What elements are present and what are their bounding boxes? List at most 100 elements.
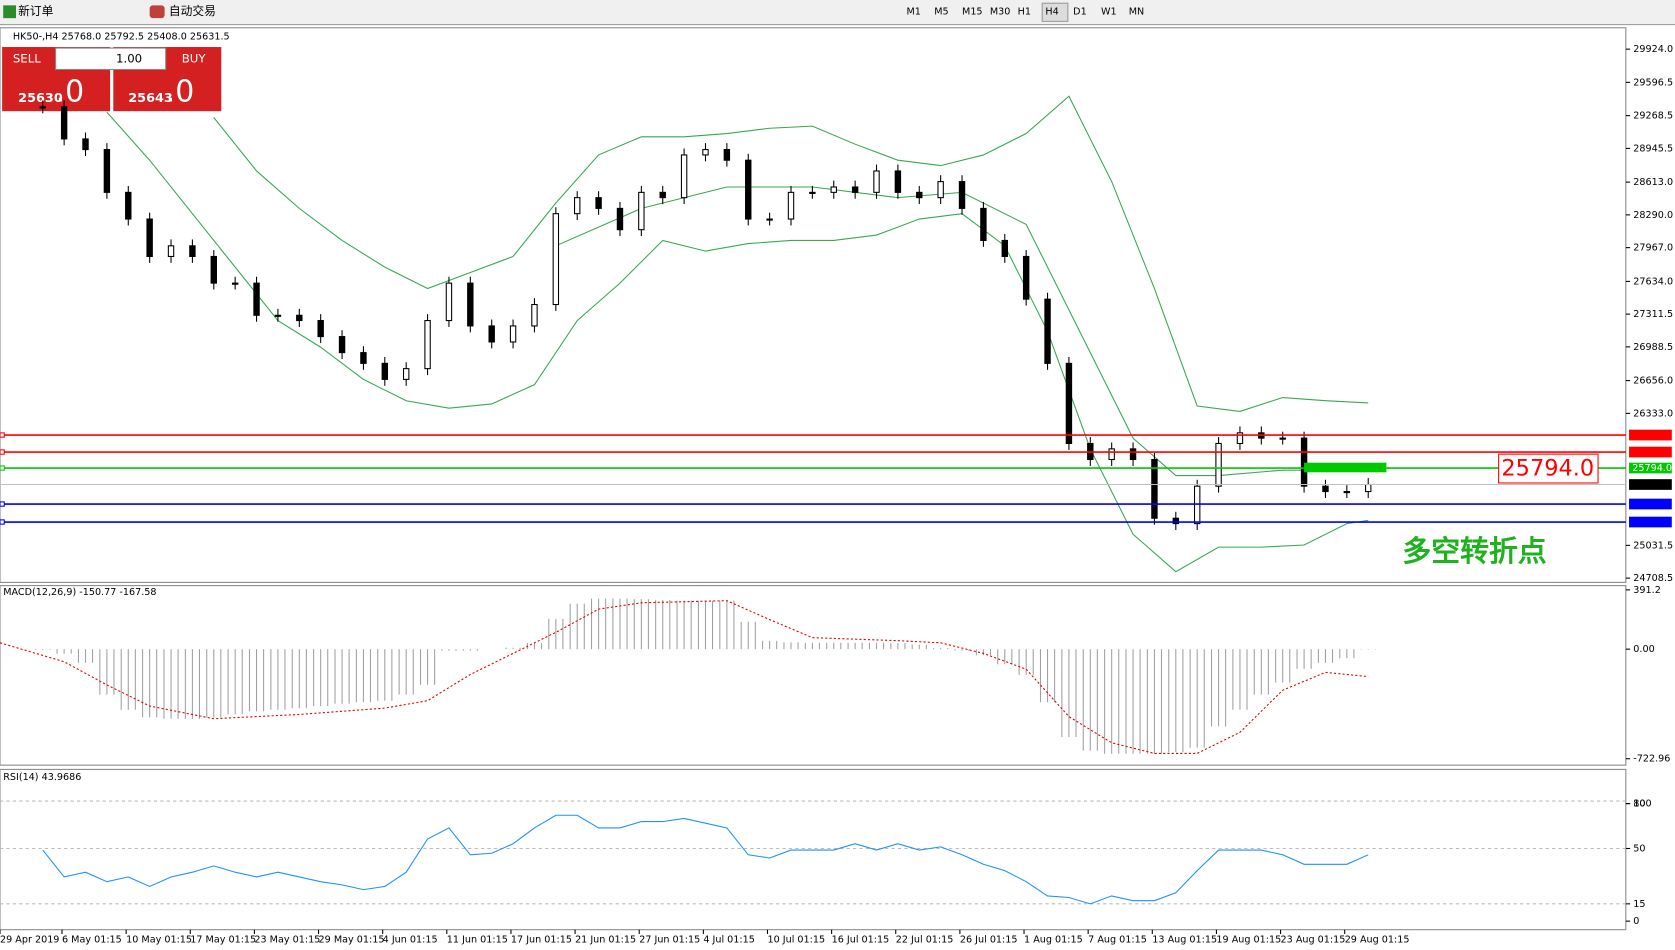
timeframe-button[interactable]: MN (1129, 7, 1144, 18)
x-tick-label: 11 Jun 01:15 (447, 934, 508, 945)
candle (103, 149, 111, 193)
bollinger-band (213, 95, 1369, 412)
y-tick-label: 26333.0 (1633, 408, 1673, 419)
level-handle (0, 449, 5, 455)
x-tick-label: 7 Aug 01:15 (1088, 934, 1147, 945)
y-tick-label: 26656.0 (1633, 376, 1673, 387)
candle (916, 191, 923, 199)
timeframe-button[interactable]: W1 (1101, 7, 1117, 18)
timeframe-button[interactable]: H1 (1018, 7, 1031, 18)
x-tick-label: 29 May 01:15 (319, 934, 385, 945)
timeframe-button[interactable]: M15 (962, 7, 983, 18)
candle (1001, 239, 1008, 257)
candle (1279, 437, 1286, 440)
candle (1151, 458, 1158, 519)
candle (638, 191, 645, 231)
candle (1300, 437, 1308, 487)
x-tick-label: 23 May 01:15 (254, 934, 320, 945)
timeframe-button[interactable]: M1 (906, 7, 920, 18)
candle (980, 207, 987, 241)
toolbar (0, 0, 1675, 25)
candle (531, 304, 538, 327)
level-handle (0, 519, 5, 525)
candle (1193, 485, 1201, 525)
candle (296, 314, 303, 322)
one-click-panel: SELL BUY 1.00 25630 .0 25643 .0 (2, 47, 222, 112)
y-tick-label: 25031.5 (1633, 540, 1673, 551)
timeframe-button[interactable]: D1 (1073, 7, 1087, 18)
candle (60, 106, 68, 140)
x-tick-label: 6 May 01:15 (62, 934, 122, 945)
lot-input[interactable] (55, 47, 167, 70)
x-tick-label: 17 May 01:15 (190, 934, 256, 945)
y-tick-label: 0.00 (1633, 644, 1654, 655)
ask-main: 25643 (128, 91, 173, 106)
autotrade-button[interactable]: 自动交易 (169, 4, 216, 18)
x-tick-label: 23 Aug 01:15 (1281, 934, 1346, 945)
y-tick-label: 29596.5 (1633, 77, 1673, 88)
new-order-button[interactable]: 新订单 (18, 4, 54, 18)
x-tick-label: 4 Jul 01:15 (703, 934, 755, 945)
y-tick-label: 28290.0 (1633, 210, 1673, 221)
candle (231, 282, 239, 285)
y-tick-label: 29268.5 (1633, 111, 1673, 122)
candle (937, 181, 944, 199)
y-tick-label: -722.96 (1633, 754, 1670, 765)
x-tick-label: 4 Jun 01:15 (383, 934, 438, 945)
candle (167, 245, 175, 257)
candle (253, 282, 260, 316)
autotrade-icon[interactable] (149, 5, 165, 19)
candle (189, 245, 196, 257)
price-panel (0, 27, 1627, 583)
level-tag (1629, 446, 1672, 458)
y-tick-label: 391.2 (1633, 585, 1661, 596)
macd-panel (0, 585, 1627, 766)
bollinger-band (555, 186, 1369, 477)
level-handle (0, 432, 5, 438)
candle (680, 154, 688, 199)
candle (317, 320, 324, 338)
y-tick-label: 26988.5 (1633, 342, 1673, 353)
candle (1065, 362, 1073, 445)
ask-frac: .0 (166, 74, 195, 109)
level-handle (0, 501, 5, 507)
candle (509, 325, 517, 343)
candle (488, 325, 495, 343)
timeframe-button[interactable]: M5 (934, 7, 948, 18)
timeframe-button[interactable]: H4 (1045, 7, 1058, 18)
rsi-title: RSI(14) 43.9686 (3, 772, 81, 783)
candle (766, 218, 773, 221)
x-tick-label: 26 Jul 01:15 (960, 934, 1018, 945)
candle (787, 191, 795, 220)
candle (1129, 448, 1137, 461)
x-tick-label: 1 Aug 01:15 (1024, 934, 1083, 945)
candle (659, 191, 666, 199)
lot-value[interactable]: 1.00 (116, 51, 142, 65)
candle (125, 191, 132, 220)
y-tick-label: 50 (1633, 843, 1645, 854)
candle (873, 170, 880, 193)
candle (467, 282, 474, 327)
x-tick-label: 21 Jun 01:15 (575, 934, 636, 945)
level-tag (1629, 498, 1672, 510)
candle (723, 149, 731, 161)
bid-frac: .0 (56, 74, 85, 109)
candle (210, 255, 217, 284)
timeframe-button[interactable]: M30 (990, 7, 1011, 18)
x-tick-label: 10 May 01:15 (126, 934, 192, 945)
new-order-icon[interactable] (3, 5, 17, 19)
y-tick-label: 24708.5 (1633, 573, 1673, 584)
y-tick-label: 80 (1633, 799, 1645, 810)
level-big-label: 25794.0 (1501, 456, 1594, 482)
y-tick-label: 28613.0 (1633, 177, 1673, 188)
y-tick-label: 100 (1633, 799, 1651, 810)
candle (851, 186, 859, 193)
sell-label[interactable]: SELL (13, 51, 41, 65)
candle (1022, 255, 1030, 300)
buy-label[interactable]: BUY (182, 51, 207, 65)
candle (338, 336, 346, 354)
level-handle (0, 465, 5, 471)
candle (1044, 298, 1051, 364)
x-tick-label: 19 Aug 01:15 (1216, 934, 1281, 945)
y-tick-label: 27311.5 (1633, 309, 1673, 320)
